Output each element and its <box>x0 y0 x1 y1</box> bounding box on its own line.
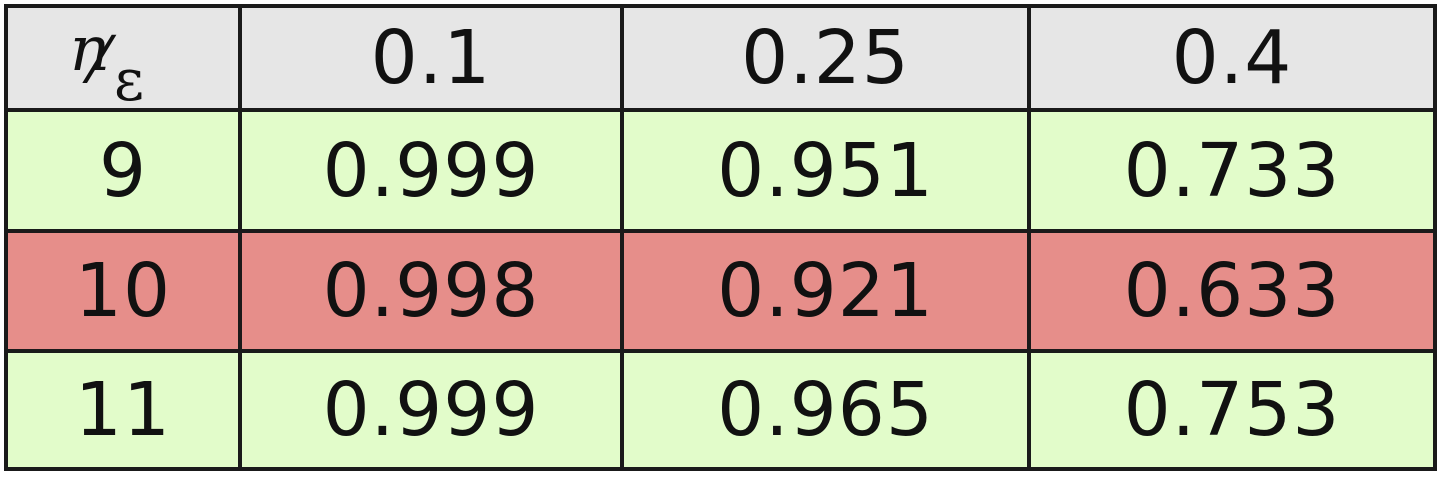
column-header: 0.4 <box>1031 8 1433 112</box>
table-cell: 0.999 <box>242 353 624 467</box>
table-cell: 0.733 <box>1031 112 1433 233</box>
row-header: 9 <box>8 112 242 233</box>
table-cell: 0.998 <box>242 233 624 353</box>
results-table: n ⁄ ε 0.1 0.25 0.4 9 0.999 0.951 0.733 1… <box>4 4 1437 471</box>
corner-header: n ⁄ ε <box>8 8 242 114</box>
corner-separator: ⁄ <box>94 24 106 98</box>
column-header: 0.25 <box>624 8 1031 112</box>
corner-n-label: n <box>70 12 111 85</box>
corner-epsilon-label: ε <box>114 46 146 114</box>
table-cell: 0.753 <box>1031 353 1433 467</box>
row-header: 10 <box>8 233 242 353</box>
table-cell: 0.951 <box>624 112 1031 233</box>
table-cell: 0.921 <box>624 233 1031 353</box>
table-cell: 0.965 <box>624 353 1031 467</box>
row-header: 11 <box>8 353 242 467</box>
column-header: 0.1 <box>242 8 624 112</box>
table-cell: 0.999 <box>242 112 624 233</box>
table-cell: 0.633 <box>1031 233 1433 353</box>
